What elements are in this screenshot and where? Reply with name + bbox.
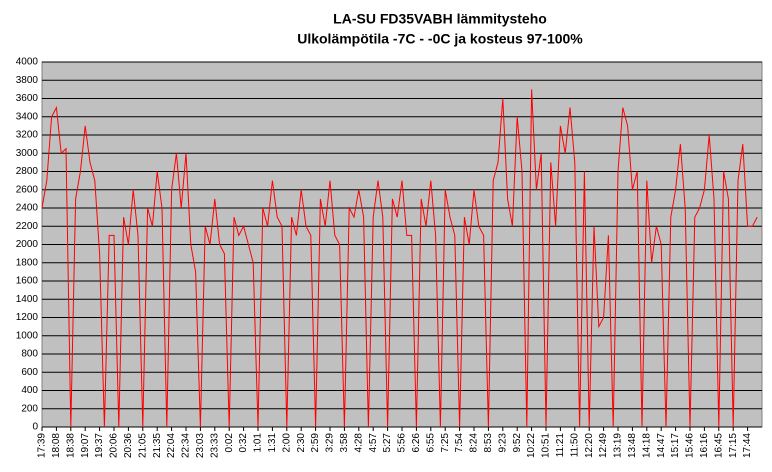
y-tick-label: 200: [21, 403, 38, 414]
x-tick-label: 2:30: [296, 433, 307, 453]
x-tick-label: 1:01: [253, 433, 264, 453]
x-tick-label: 10:22: [526, 433, 537, 458]
x-tick-label: 12:49: [598, 433, 609, 458]
x-tick-label: 17:44: [742, 433, 753, 458]
x-tick-label: 23:33: [209, 433, 220, 458]
x-tick-label: 17:39: [37, 433, 48, 458]
y-tick-label: 3600: [16, 93, 39, 104]
x-tick-label: 16:45: [713, 433, 724, 458]
y-tick-label: 3200: [16, 130, 39, 141]
y-tick-label: 800: [21, 349, 38, 360]
chart-title: LA-SU FD35VABH lämmitysteho: [333, 11, 547, 27]
x-tick-label: 0:02: [224, 433, 235, 453]
y-tick-label: 3400: [16, 111, 39, 122]
x-tick-label: 20:36: [123, 433, 134, 458]
x-tick-label: 19:07: [80, 433, 91, 458]
x-tick-label: 16:16: [699, 433, 710, 458]
x-tick-label: 14:18: [641, 433, 652, 458]
x-tick-label: 2:00: [281, 433, 292, 453]
y-tick-label: 1200: [16, 312, 39, 323]
y-tick-label: 1600: [16, 276, 39, 287]
x-tick-label: 12:20: [584, 433, 595, 458]
x-tick-label: 14:47: [656, 433, 667, 458]
x-tick-label: 21:05: [137, 433, 148, 458]
x-tick-label: 21:35: [152, 433, 163, 458]
x-tick-label: 10:51: [541, 433, 552, 458]
y-tick-label: 600: [21, 367, 38, 378]
x-tick-label: 18:38: [65, 433, 76, 458]
x-tick-label: 1:31: [267, 433, 278, 453]
x-tick-label: 20:06: [109, 433, 120, 458]
x-tick-label: 3:58: [339, 433, 350, 453]
x-tick-label: 15:17: [670, 433, 681, 458]
x-tick-label: 5:56: [397, 433, 408, 453]
x-tick-label: 13:19: [613, 433, 624, 458]
y-tick-label: 1400: [16, 294, 39, 305]
x-tick-label: 8:24: [469, 433, 480, 453]
y-tick-label: 2800: [16, 166, 39, 177]
x-tick-label: 0:32: [238, 433, 249, 453]
x-tick-label: 9:23: [497, 433, 508, 453]
y-tick-label: 1800: [16, 257, 39, 268]
y-tick-label: 2600: [16, 184, 39, 195]
x-tick-label: 11:21: [555, 433, 566, 458]
x-tick-label: 6:26: [411, 433, 422, 453]
x-tick-label: 17:15: [728, 433, 739, 458]
y-tick-label: 0: [32, 422, 38, 433]
x-tick-label: 15:46: [685, 433, 696, 458]
x-tick-label: 9:52: [512, 433, 523, 453]
x-tick-label: 2:59: [310, 433, 321, 453]
x-tick-label: 23:03: [195, 433, 206, 458]
x-tick-label: 5:27: [382, 433, 393, 453]
y-tick-label: 3800: [16, 75, 39, 86]
y-tick-label: 4000: [16, 57, 39, 68]
x-tick-label: 6:55: [425, 433, 436, 453]
line-series: [41, 89, 758, 428]
x-tick-label: 22:34: [181, 433, 192, 458]
y-tick-label: 2200: [16, 221, 39, 232]
x-tick-label: 19:37: [94, 433, 105, 458]
x-tick-label: 13:48: [627, 433, 638, 458]
y-tick-label: 3000: [16, 148, 39, 159]
y-tick-label: 400: [21, 385, 38, 396]
x-tick-label: 11:50: [569, 433, 580, 458]
x-tick-label: 8:53: [483, 433, 494, 453]
y-tick-label: 1000: [16, 330, 39, 341]
y-tick-label: 2000: [16, 239, 39, 250]
y-tick-label: 2400: [16, 203, 39, 214]
x-tick-label: 3:29: [325, 433, 336, 453]
x-tick-label: 7:54: [454, 433, 465, 453]
chart-subtitle: Ulkolämpötila -7C - -0C ja kosteus 97-10…: [297, 31, 583, 47]
x-tick-label: 7:25: [440, 433, 451, 453]
x-tick-label: 4:57: [368, 433, 379, 453]
x-tick-label: 22:04: [166, 433, 177, 458]
x-tick-label: 18:08: [51, 433, 62, 458]
x-tick-label: 4:28: [353, 433, 364, 453]
